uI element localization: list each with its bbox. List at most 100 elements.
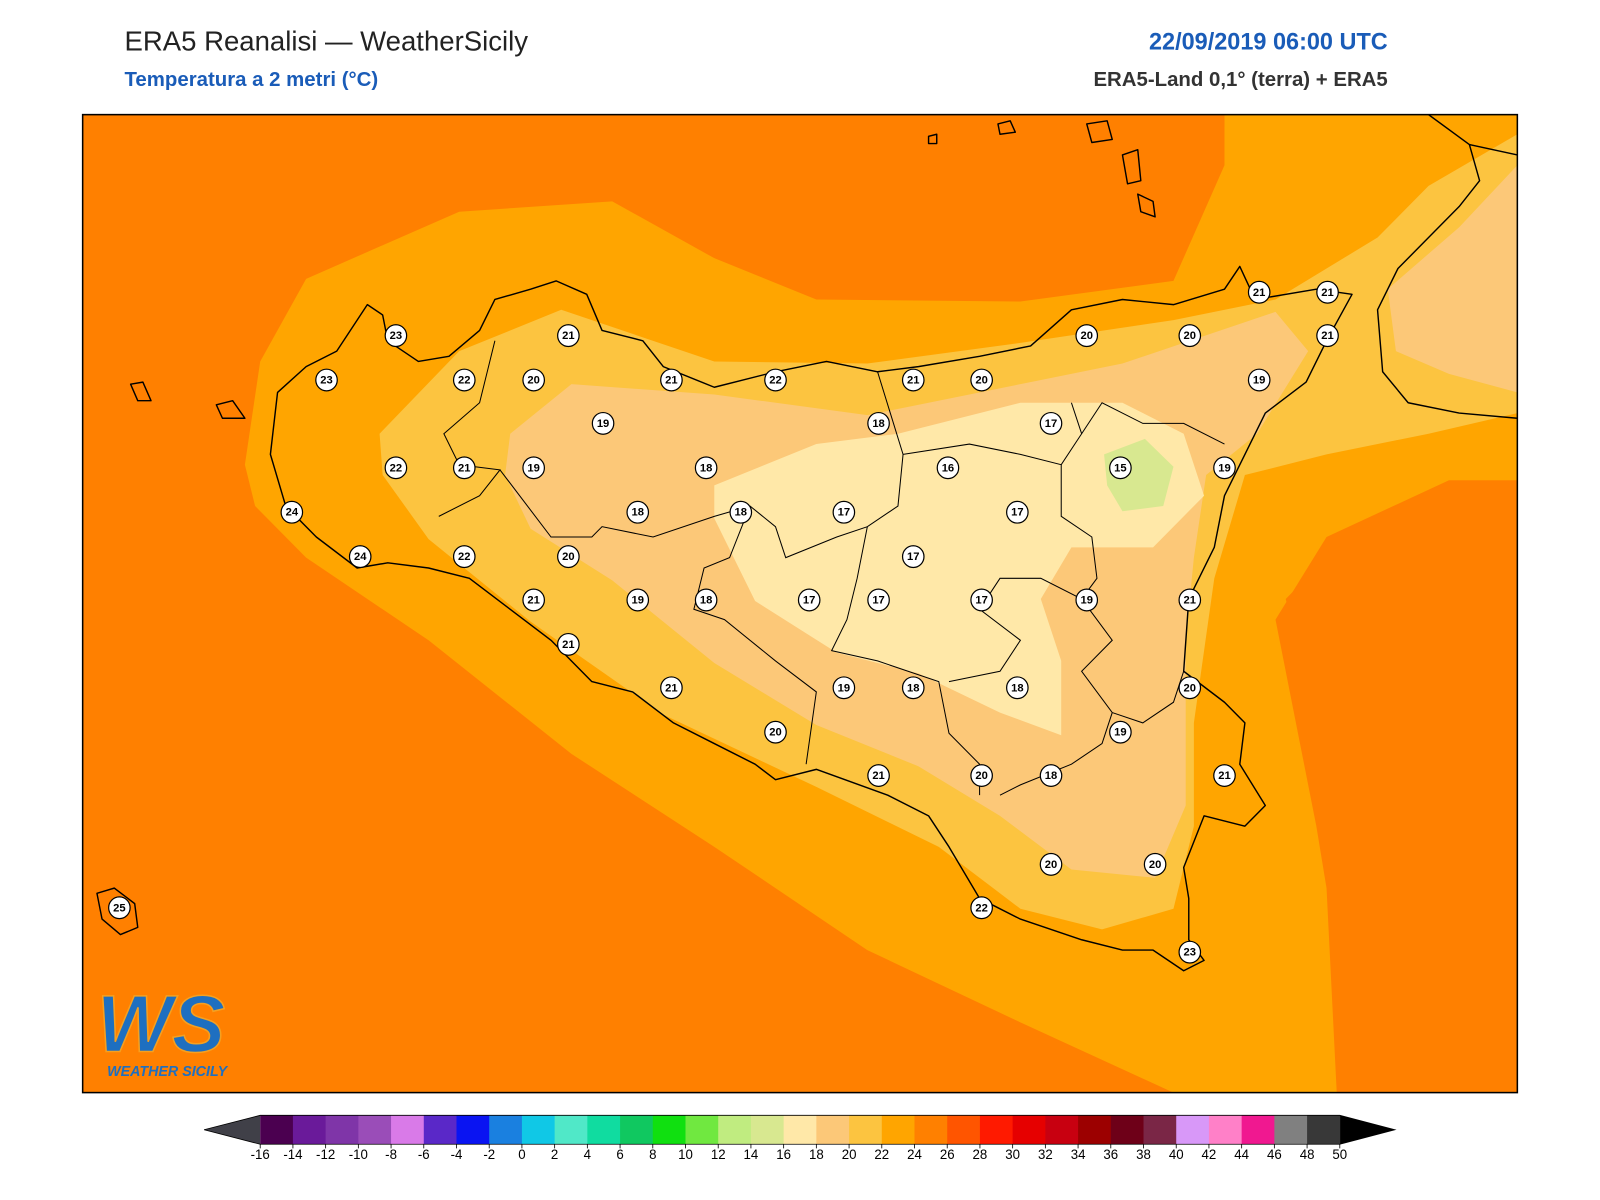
station-marker [522, 456, 545, 480]
station: 21 [1213, 764, 1236, 788]
station-marker [970, 588, 993, 612]
station-value: 15 [1114, 462, 1126, 474]
colorbar-tick-label: -8 [385, 1147, 397, 1162]
station-value: 17 [1011, 507, 1023, 519]
station: 18 [626, 500, 650, 524]
colorbar-segment [979, 1115, 1014, 1145]
colorbar-tick-label: 6 [616, 1147, 623, 1162]
colorbar-tick-label: -10 [349, 1147, 368, 1162]
station-marker [1075, 324, 1099, 348]
station-marker [1006, 676, 1029, 700]
station-value: 20 [562, 551, 574, 563]
station-value: 19 [1080, 594, 1092, 606]
station-marker [936, 456, 960, 480]
station-value: 20 [1045, 859, 1057, 871]
colorbar-segment [456, 1115, 490, 1145]
datetime: 22/09/2019 06:00 UTC [1149, 30, 1388, 56]
station-value: 21 [665, 682, 677, 694]
title: ERA5 Reanalisi — WeatherSicily [124, 26, 528, 57]
colorbar-tick-label: 48 [1300, 1147, 1315, 1162]
colorbar-segment [1012, 1115, 1046, 1145]
colorbar-tick-label: 26 [940, 1147, 955, 1162]
colorbar-tick-label: 32 [1038, 1147, 1053, 1162]
station-value: 18 [700, 594, 712, 606]
station: 20 [1178, 324, 1202, 348]
station-marker [867, 588, 890, 612]
station: 24 [280, 500, 304, 524]
station-value: 19 [1114, 727, 1126, 739]
island-alicudi [997, 120, 1017, 135]
station-marker [626, 500, 650, 524]
calabria-coast-north [1469, 143, 1518, 156]
colorbar-tick-label: 30 [1005, 1147, 1020, 1162]
station: 19 [522, 456, 545, 480]
colorbar-tick-label: -16 [251, 1147, 270, 1162]
station-value: 22 [390, 462, 402, 474]
stations: 23 23 22 20 21 21 22 21 20 20 20 21 21 21 19 19 18 17 22 21… [108, 280, 1339, 964]
station-value: 17 [838, 507, 850, 519]
station-value: 16 [942, 462, 954, 474]
station-value: 20 [1184, 682, 1196, 694]
station: 19 [626, 588, 650, 612]
station-marker [867, 764, 890, 788]
station-value: 24 [286, 507, 299, 519]
colorbar-segment [881, 1115, 915, 1145]
island-salina [1086, 120, 1113, 144]
colorbar-segment [1045, 1115, 1079, 1145]
station-marker [557, 632, 580, 656]
station-marker [591, 411, 615, 435]
station-value: 18 [907, 682, 919, 694]
station-marker [1143, 852, 1167, 876]
station-marker [452, 368, 476, 392]
colorbar-segment [783, 1115, 817, 1145]
map: 23 23 22 20 21 21 22 21 20 20 20 21 21 21 19 19 18 17 22 21… [82, 114, 1518, 1093]
island-pantelleria [96, 887, 139, 936]
colorbar-tick-label: 0 [518, 1147, 525, 1162]
station-value: 21 [665, 375, 677, 387]
station-value: 21 [1253, 287, 1265, 299]
colorbar-segment [914, 1115, 948, 1145]
colorbar-tick-label: 44 [1234, 1147, 1249, 1162]
station-marker [1109, 720, 1132, 744]
station-marker [108, 896, 131, 920]
colorbar-tick-label: 16 [776, 1147, 791, 1162]
station: 18 [694, 456, 718, 480]
station: 19 [1109, 720, 1132, 744]
colorbar-segment [1110, 1115, 1144, 1145]
colorbar-tick-label: -4 [451, 1147, 463, 1162]
map-frame [81, 113, 1519, 1094]
colorbar-segment [292, 1115, 327, 1145]
station-marker [1213, 764, 1236, 788]
station-marker [901, 368, 925, 392]
colorbar-tick-label: 40 [1169, 1147, 1184, 1162]
station: 20 [1178, 676, 1202, 700]
station: 22 [452, 545, 476, 569]
station-value: 21 [527, 594, 539, 606]
contour-18-east [1387, 165, 1518, 393]
station-marker [1316, 280, 1339, 304]
station: 21 [452, 456, 476, 480]
station: 18 [694, 588, 718, 612]
island-egadi-1 [129, 381, 152, 402]
station: 18 [1039, 764, 1063, 788]
station-value: 21 [872, 770, 884, 782]
island-lipari [1121, 149, 1142, 185]
station-marker [694, 456, 718, 480]
station-value: 19 [632, 594, 644, 606]
colorbar-tick-label: 24 [907, 1147, 922, 1162]
station: 21 [557, 632, 580, 656]
station-value: 22 [975, 902, 987, 914]
station-marker [694, 588, 718, 612]
station: 19 [1247, 368, 1271, 392]
station-value: 18 [1045, 770, 1057, 782]
colorbar-segment [325, 1115, 359, 1145]
station-marker [348, 545, 372, 569]
station-value: 22 [458, 375, 470, 387]
station-marker [315, 368, 338, 392]
station: 21 [1178, 588, 1202, 612]
station: 21 [522, 588, 545, 612]
station: 18 [901, 676, 925, 700]
station: 19 [591, 411, 615, 435]
station-value: 20 [975, 375, 987, 387]
